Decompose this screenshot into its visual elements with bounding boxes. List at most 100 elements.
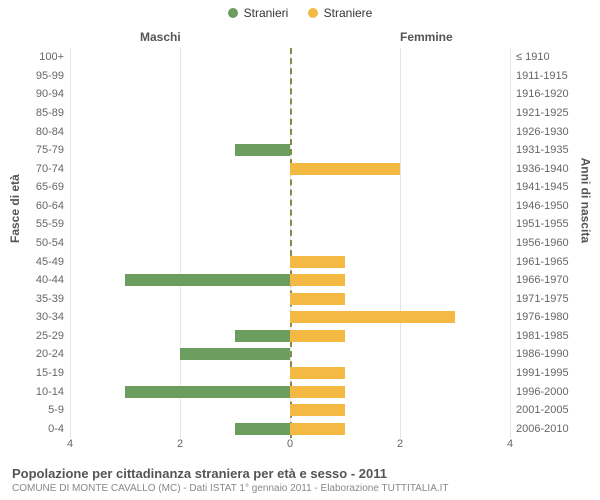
age-row: 50-541956-1960 [70, 234, 510, 253]
grid-line [510, 48, 511, 438]
age-row: 0-42006-2010 [70, 419, 510, 438]
birth-year-label: 1936-1940 [516, 163, 569, 175]
age-row: 20-241986-1990 [70, 345, 510, 364]
age-label: 35-39 [36, 293, 64, 305]
age-label: 95-99 [36, 70, 64, 82]
age-row: 95-991911-1915 [70, 67, 510, 86]
legend-swatch-female [308, 8, 318, 18]
birth-year-label: 1911-1915 [516, 70, 568, 82]
birth-year-label: 2001-2005 [516, 404, 569, 416]
age-row: 40-441966-1970 [70, 271, 510, 290]
x-axis: 4 2 0 2 4 [70, 438, 510, 454]
age-row: 25-291981-1985 [70, 327, 510, 346]
age-row: 45-491961-1965 [70, 252, 510, 271]
age-label: 40-44 [36, 274, 64, 286]
age-label: 65-69 [36, 181, 64, 193]
age-row: 15-191991-1995 [70, 364, 510, 383]
bar-female [290, 330, 345, 342]
y-axis-left-title: Fasce di età [8, 174, 22, 243]
bar-female [290, 423, 345, 435]
birth-year-label: 2006-2010 [516, 423, 569, 435]
birth-year-label: 1931-1935 [516, 144, 569, 156]
birth-year-label: ≤ 1910 [516, 51, 550, 63]
age-row: 80-841926-1930 [70, 122, 510, 141]
birth-year-label: 1986-1990 [516, 348, 569, 360]
age-label: 80-84 [36, 126, 64, 138]
age-row: 30-341976-1980 [70, 308, 510, 327]
bar-male [125, 386, 290, 398]
legend: Stranieri Straniere [0, 6, 600, 21]
age-row: 75-791931-1935 [70, 141, 510, 160]
age-label: 60-64 [36, 200, 64, 212]
birth-year-label: 1926-1930 [516, 126, 569, 138]
y-axis-right-title: Anni di nascita [578, 158, 592, 243]
age-row: 35-391971-1975 [70, 289, 510, 308]
bar-female [290, 386, 345, 398]
bar-male [235, 144, 290, 156]
age-label: 0-4 [48, 423, 64, 435]
bar-male [125, 274, 290, 286]
legend-swatch-male [228, 8, 238, 18]
bar-female [290, 256, 345, 268]
birth-year-label: 1916-1920 [516, 88, 569, 100]
age-label: 85-89 [36, 107, 64, 119]
age-label: 20-24 [36, 348, 64, 360]
chart-title: Popolazione per cittadinanza straniera p… [12, 466, 588, 481]
bar-female [290, 293, 345, 305]
birth-year-label: 1961-1965 [516, 256, 569, 268]
bar-female [290, 367, 345, 379]
age-row: 65-691941-1945 [70, 178, 510, 197]
x-tick-label: 2 [397, 438, 403, 450]
birth-year-label: 1966-1970 [516, 274, 569, 286]
age-label: 10-14 [36, 386, 64, 398]
x-tick-label: 4 [507, 438, 513, 450]
age-label: 15-19 [36, 367, 64, 379]
x-tick-label: 2 [177, 438, 183, 450]
age-row: 85-891921-1925 [70, 104, 510, 123]
age-label: 50-54 [36, 237, 64, 249]
bar-female [290, 163, 400, 175]
birth-year-label: 1991-1995 [516, 367, 569, 379]
age-label: 70-74 [36, 163, 64, 175]
population-pyramid-chart: Stranieri Straniere Maschi Femmine Fasce… [0, 0, 600, 500]
bar-female [290, 311, 455, 323]
bar-female [290, 404, 345, 416]
age-label: 55-59 [36, 218, 64, 230]
x-tick-label: 0 [287, 438, 293, 450]
age-label: 25-29 [36, 330, 64, 342]
age-label: 100+ [39, 51, 64, 63]
age-row: 10-141996-2000 [70, 382, 510, 401]
birth-year-label: 1941-1945 [516, 181, 569, 193]
legend-label-female: Straniere [324, 6, 373, 20]
age-label: 75-79 [36, 144, 64, 156]
age-label: 5-9 [48, 404, 64, 416]
birth-year-label: 1971-1975 [516, 293, 569, 305]
age-row: 90-941916-1920 [70, 85, 510, 104]
chart-footer: Popolazione per cittadinanza straniera p… [12, 466, 588, 494]
plot-area: 100+≤ 191095-991911-191590-941916-192085… [70, 48, 510, 438]
legend-label-male: Stranieri [244, 6, 289, 20]
birth-year-label: 1956-1960 [516, 237, 569, 249]
bar-female [290, 274, 345, 286]
x-tick-label: 4 [67, 438, 73, 450]
legend-item-male: Stranieri [228, 6, 289, 20]
bar-male [180, 348, 290, 360]
bar-male [235, 423, 290, 435]
header-male: Maschi [140, 30, 181, 44]
age-row: 5-92001-2005 [70, 401, 510, 420]
birth-year-label: 1946-1950 [516, 200, 569, 212]
birth-year-label: 1921-1925 [516, 107, 569, 119]
age-row: 70-741936-1940 [70, 159, 510, 178]
birth-year-label: 1981-1985 [516, 330, 569, 342]
age-label: 45-49 [36, 256, 64, 268]
age-row: 100+≤ 1910 [70, 48, 510, 67]
age-label: 90-94 [36, 88, 64, 100]
legend-item-female: Straniere [308, 6, 373, 20]
birth-year-label: 1996-2000 [516, 386, 569, 398]
birth-year-label: 1951-1955 [516, 218, 569, 230]
age-row: 60-641946-1950 [70, 197, 510, 216]
age-row: 55-591951-1955 [70, 215, 510, 234]
bar-male [235, 330, 290, 342]
birth-year-label: 1976-1980 [516, 311, 569, 323]
chart-subtitle: COMUNE DI MONTE CAVALLO (MC) - Dati ISTA… [12, 483, 588, 494]
